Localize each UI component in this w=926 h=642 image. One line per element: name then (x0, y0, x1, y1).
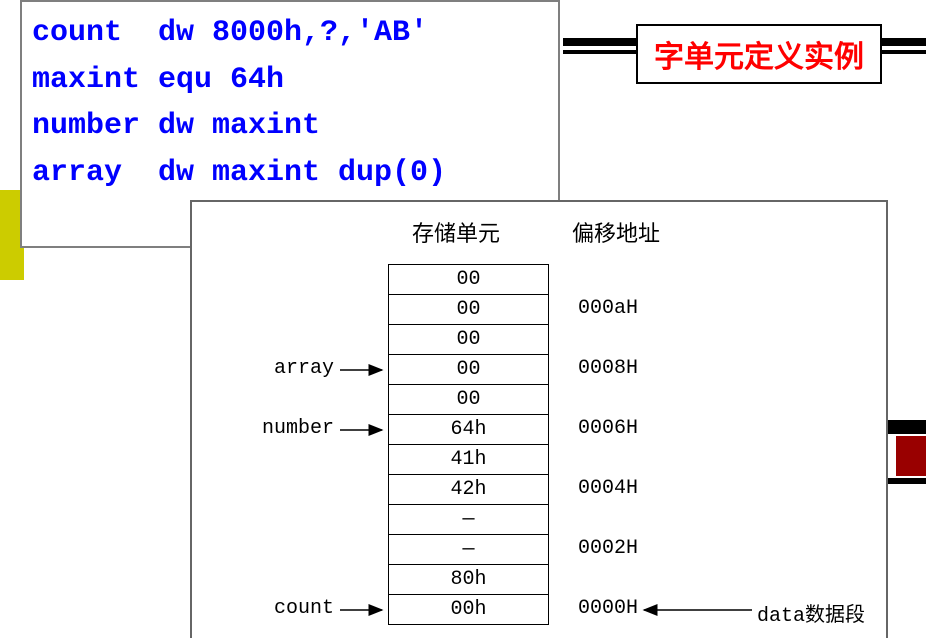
code-line-3: number dw maxint (32, 103, 548, 150)
label-number: number (234, 414, 334, 444)
mem-cell: 00 (389, 325, 549, 355)
mem-cell: 41h (389, 445, 549, 475)
addr-cell: 0006H (572, 414, 638, 444)
label-array: array (234, 354, 334, 384)
title-badge: 字单元定义实例 (636, 24, 882, 84)
mem-cell: 42h (389, 475, 549, 505)
addr-cell: 0000H (572, 594, 638, 624)
addr-cell (572, 324, 638, 354)
addr-cell (572, 504, 638, 534)
right-black-bar-2 (886, 478, 926, 484)
header-storage: 存储单元 (412, 216, 500, 248)
addr-cell: 0008H (572, 354, 638, 384)
memory-table: 00 00 00 00 00 64h 41h 42h — — 80h 00h (388, 264, 549, 625)
addr-cell (572, 384, 638, 414)
mem-cell: — (389, 505, 549, 535)
address-column: 000aH 0008H 0006H 0004H 0002H 0000H (572, 264, 638, 624)
mem-cell: 00h (389, 595, 549, 625)
label-count: count (234, 594, 334, 624)
addr-cell (572, 264, 638, 294)
addr-cell: 0004H (572, 474, 638, 504)
addr-cell: 000aH (572, 294, 638, 324)
label-data-segment: data数据段 (757, 598, 865, 628)
code-line-4: array dw maxint dup(0) (32, 150, 548, 197)
code-line-2: maxint equ 64h (32, 57, 548, 104)
addr-cell (572, 444, 638, 474)
header-offset: 偏移地址 (572, 216, 660, 248)
mem-cell: 00 (389, 355, 549, 385)
mem-cell: 80h (389, 565, 549, 595)
code-line-1: count dw 8000h,?,'AB' (32, 10, 548, 57)
right-red-block (896, 436, 926, 476)
mem-cell: — (389, 535, 549, 565)
addr-cell (572, 564, 638, 594)
mem-cell: 00 (389, 295, 549, 325)
addr-cell: 0002H (572, 534, 638, 564)
label-column: array number count (234, 264, 334, 624)
memory-diagram-panel: 存储单元 偏移地址 00 00 00 00 00 64h 41h 42h — —… (190, 200, 888, 638)
mem-cell: 00 (389, 265, 549, 295)
mem-cell: 00 (389, 385, 549, 415)
mem-cell: 64h (389, 415, 549, 445)
